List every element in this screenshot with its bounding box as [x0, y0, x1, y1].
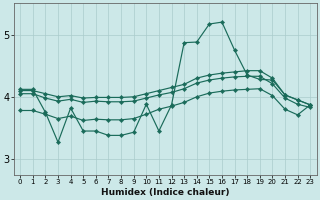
X-axis label: Humidex (Indice chaleur): Humidex (Indice chaleur): [101, 188, 229, 197]
